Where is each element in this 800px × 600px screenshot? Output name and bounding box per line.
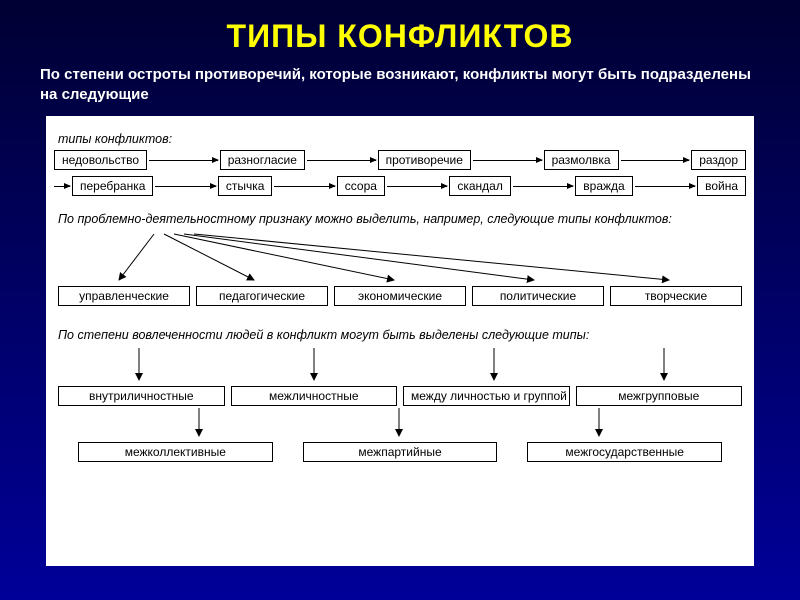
involvement-row-2: межколлективные межпартийные межгосударс… — [78, 442, 722, 462]
severity-row-2: перебранка стычка ссора скандал вражда в… — [54, 176, 746, 196]
fanout-arrows-2 — [54, 346, 744, 386]
box-mezhlichnostnye: межличностные — [231, 386, 398, 406]
box-ekonomicheskie: экономические — [334, 286, 466, 306]
box-stychka: стычка — [218, 176, 273, 196]
box-politicheskie: политические — [472, 286, 604, 306]
box-voina: война — [697, 176, 746, 196]
box-skandal: скандал — [449, 176, 511, 196]
box-pedagogicheskie: педагогические — [196, 286, 328, 306]
box-ssora: ссора — [337, 176, 385, 196]
diagram-panel: типы конфликтов: недовольство разногласи… — [46, 116, 754, 566]
slide-title: ТИПЫ КОНФЛИКТОВ — [0, 0, 800, 65]
box-raznoglasie: разногласие — [220, 150, 305, 170]
section2-label: По проблемно-деятельностному признаку мо… — [58, 212, 742, 226]
arrow-icon — [513, 186, 573, 187]
section1-label: типы конфликтов: — [58, 132, 742, 146]
arrow-icon — [274, 186, 334, 187]
box-mezhkollektivnye: межколлективные — [78, 442, 273, 462]
fanout-arrows-1 — [54, 230, 744, 286]
box-mezhpartiynye: межпартийные — [303, 442, 498, 462]
severity-row-1: недовольство разногласие противоречие ра… — [54, 150, 746, 170]
box-tvorcheskie: творческие — [610, 286, 742, 306]
involvement-row-1: внутриличностные межличностные между лич… — [58, 386, 742, 406]
box-razdor: раздор — [691, 150, 746, 170]
arrow-icon — [54, 186, 70, 187]
arrow-icon — [307, 160, 376, 161]
box-razmolvka: размолвка — [544, 150, 619, 170]
arrow-icon — [635, 186, 695, 187]
box-vnutrilichnostnye: внутриличностные — [58, 386, 225, 406]
arrow-icon — [473, 160, 542, 161]
box-mezhgruppovye: межгрупповые — [576, 386, 743, 406]
fanout-arrows-3 — [54, 406, 744, 442]
activity-types-row: управленческие педагогические экономичес… — [58, 286, 742, 306]
section3-label: По степени вовлеченности людей в конфлик… — [58, 328, 742, 342]
box-vrazhda: вражда — [575, 176, 632, 196]
slide-subtitle: По степени остроты противоречий, которые… — [0, 65, 800, 116]
arrow-icon — [149, 160, 218, 161]
arrow-icon — [621, 160, 690, 161]
box-perebranka: перебранка — [72, 176, 153, 196]
arrow-icon — [387, 186, 447, 187]
box-nedovolstvo: недовольство — [54, 150, 147, 170]
box-upravlencheskie: управленческие — [58, 286, 190, 306]
box-protivorechie: противоречие — [378, 150, 471, 170]
arrow-icon — [155, 186, 215, 187]
box-mezhgosudarstvennye: межгосударственные — [527, 442, 722, 462]
box-lichnost-gruppa: между личностью и группой — [403, 386, 570, 406]
